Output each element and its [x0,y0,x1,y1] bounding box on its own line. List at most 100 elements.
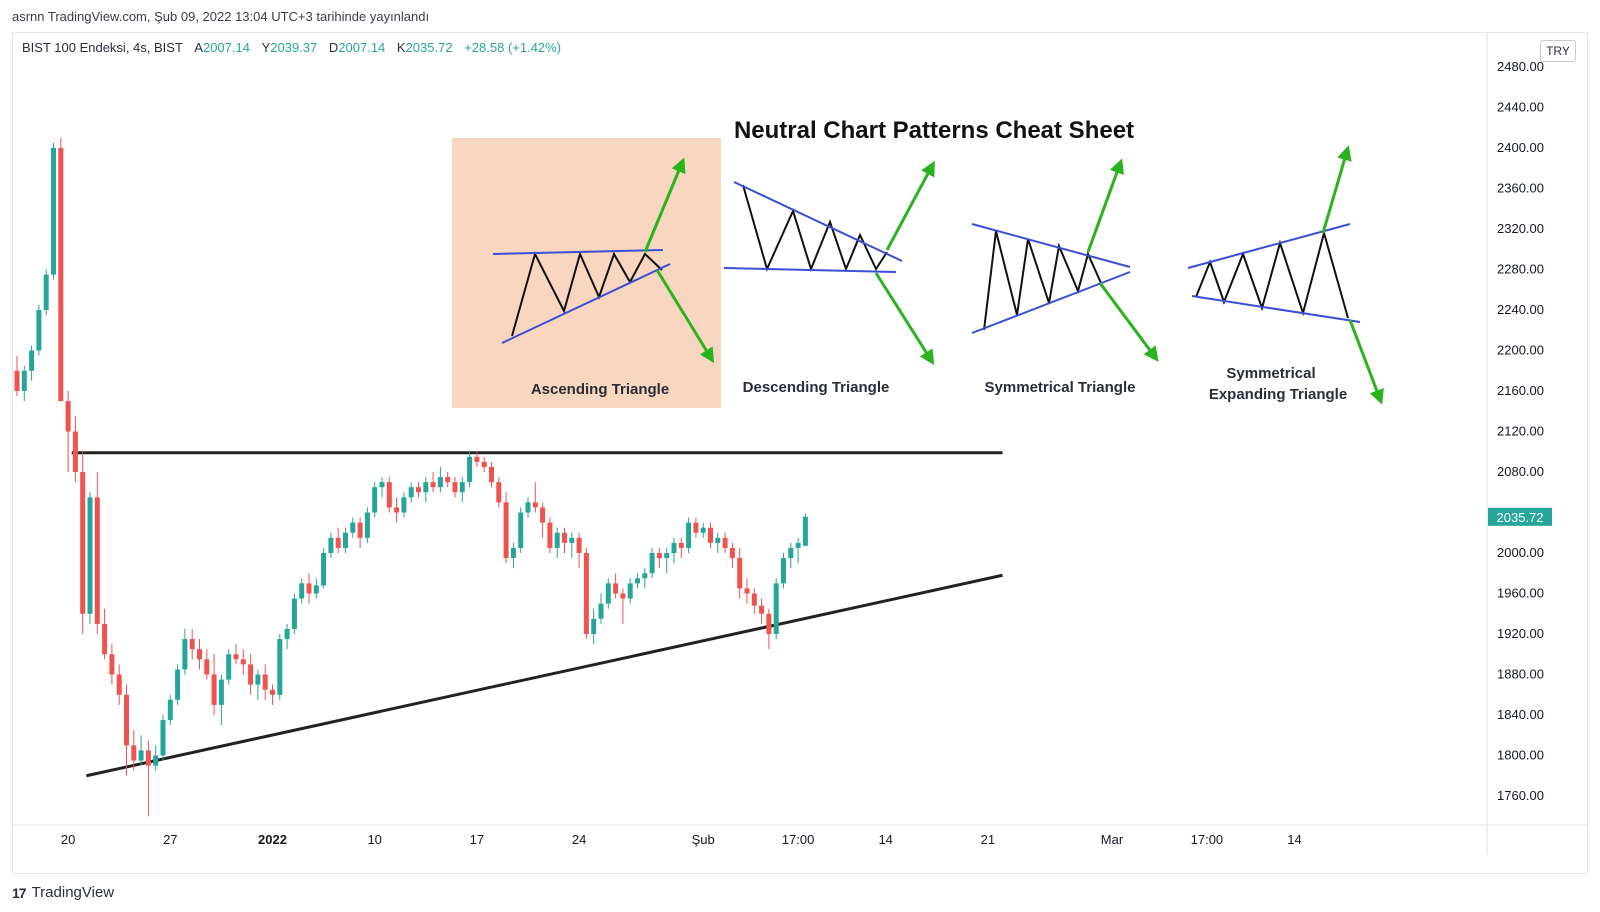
candle-body [167,699,173,721]
candle-body [525,502,531,513]
last-price-tag-bg [1488,507,1552,526]
candle-body [649,553,655,574]
candle-body [729,547,735,559]
candle-body [452,482,458,493]
trendlines[interactable] [71,451,1003,778]
breakout-arrow [1086,158,1124,253]
candle-body [583,553,589,634]
pattern-label-descending: Descending Triangle [743,379,890,396]
open-value: 2007.14 [202,40,250,55]
candle-body [65,401,71,432]
candle-body [262,674,268,690]
candle-body [102,623,108,655]
candle-body [613,583,619,594]
candle-body [386,482,392,508]
candle-body [306,583,312,594]
price-tick-label: 2160.00 [1497,383,1544,398]
candle-body [737,558,743,589]
pattern-support [501,263,671,344]
price-axis: 1760.00 1800.00 1840.00 1880.00 1920.00 1960.… [12,32,1588,855]
candle-body [802,516,808,546]
candle-body [671,542,677,553]
candle-body [189,639,195,650]
change-value: +28.58 (+1.42%) [464,40,562,55]
candle-body [109,654,115,675]
price-tick-label: 1920.00 [1497,626,1544,641]
candle-body [182,639,188,670]
candle-body [36,310,42,351]
breakout-arrow [1348,319,1384,405]
candle-body [408,487,414,498]
time-tick-label: Şub [692,832,715,847]
last-price-tag: 2035.72 [1488,507,1552,526]
footer-brand[interactable]: 17 TradingView [12,884,114,901]
breakout-arrow [874,272,935,366]
candle-body [598,603,604,619]
candle-body [197,649,202,660]
pattern-support [1191,295,1361,323]
candle-body [87,497,93,614]
low-value: 2007.14 [338,40,386,55]
candle-body [277,639,283,695]
low-label: D [328,40,339,55]
candle-body [401,497,407,513]
candle-body [372,487,378,513]
time-tick-label: 17:00 [1191,832,1224,847]
pattern-label-symmetrical: Symmetrical Triangle [985,379,1136,396]
pattern-label-ascending: Ascending Triangle [531,381,669,398]
symbol-legend[interactable]: BIST 100 Endeksi, 4s, BIST A2007.14 Y203… [22,40,561,55]
candle-body [642,573,648,579]
price-tick-label: 1760.00 [1497,788,1544,803]
candle-body [218,679,224,705]
candle-body [124,694,129,746]
price-tick-label: 2080.00 [1497,464,1544,479]
candle-body [678,542,684,548]
candle-body [291,598,297,629]
breakout-arrow [1098,282,1159,362]
candle-body [759,605,765,614]
open-label: A [194,40,203,55]
breakout-arrow [643,157,686,253]
candle-body [175,669,181,700]
time-tick-label: 14 [878,832,892,847]
close-label: K [396,40,406,55]
tradingview-logo-icon: 17 [12,884,27,901]
pattern-resistance [1187,223,1351,269]
price-tick-label: 2480.00 [1497,59,1544,74]
candle-body [343,532,348,548]
candle-body [467,456,473,483]
time-tick-label: 17 [470,832,484,847]
price-tick-label: 2400.00 [1497,140,1544,155]
candle-body [627,583,633,599]
brand-name: TradingView [31,884,115,901]
candle-body [503,502,509,559]
candle-body [153,755,159,766]
candle-body [540,507,546,523]
candle-body [489,466,494,483]
candle-body [255,674,261,685]
candle-body [430,482,436,488]
candle-body [204,659,210,675]
time-tick-label: 10 [367,832,381,847]
cheat-sheet-overlay: Neutral Chart Patterns Cheat Sheet Ascend… [452,117,1384,408]
pattern-resistance [733,181,903,262]
time-tick-label: 21 [981,832,995,847]
candle-body [518,512,524,548]
candle-body [248,664,254,685]
last-price-label: 2035.72 [1497,510,1544,525]
pattern-label-expanding-1: Symmetrical [1226,365,1315,382]
candle-body [51,148,56,275]
breakout-arrow [1321,145,1352,234]
trendline-support [86,573,1003,778]
candle-body [335,537,341,548]
candle-body [481,461,487,467]
currency-button[interactable]: TRY [1540,40,1576,62]
breakout-arrow [655,269,715,364]
candle-body [58,148,64,402]
price-tick-label: 1840.00 [1497,707,1544,722]
candle-body [635,578,640,584]
time-tick-label: 24 [572,832,586,847]
candle-body [620,593,626,599]
pattern-support [971,271,1131,334]
